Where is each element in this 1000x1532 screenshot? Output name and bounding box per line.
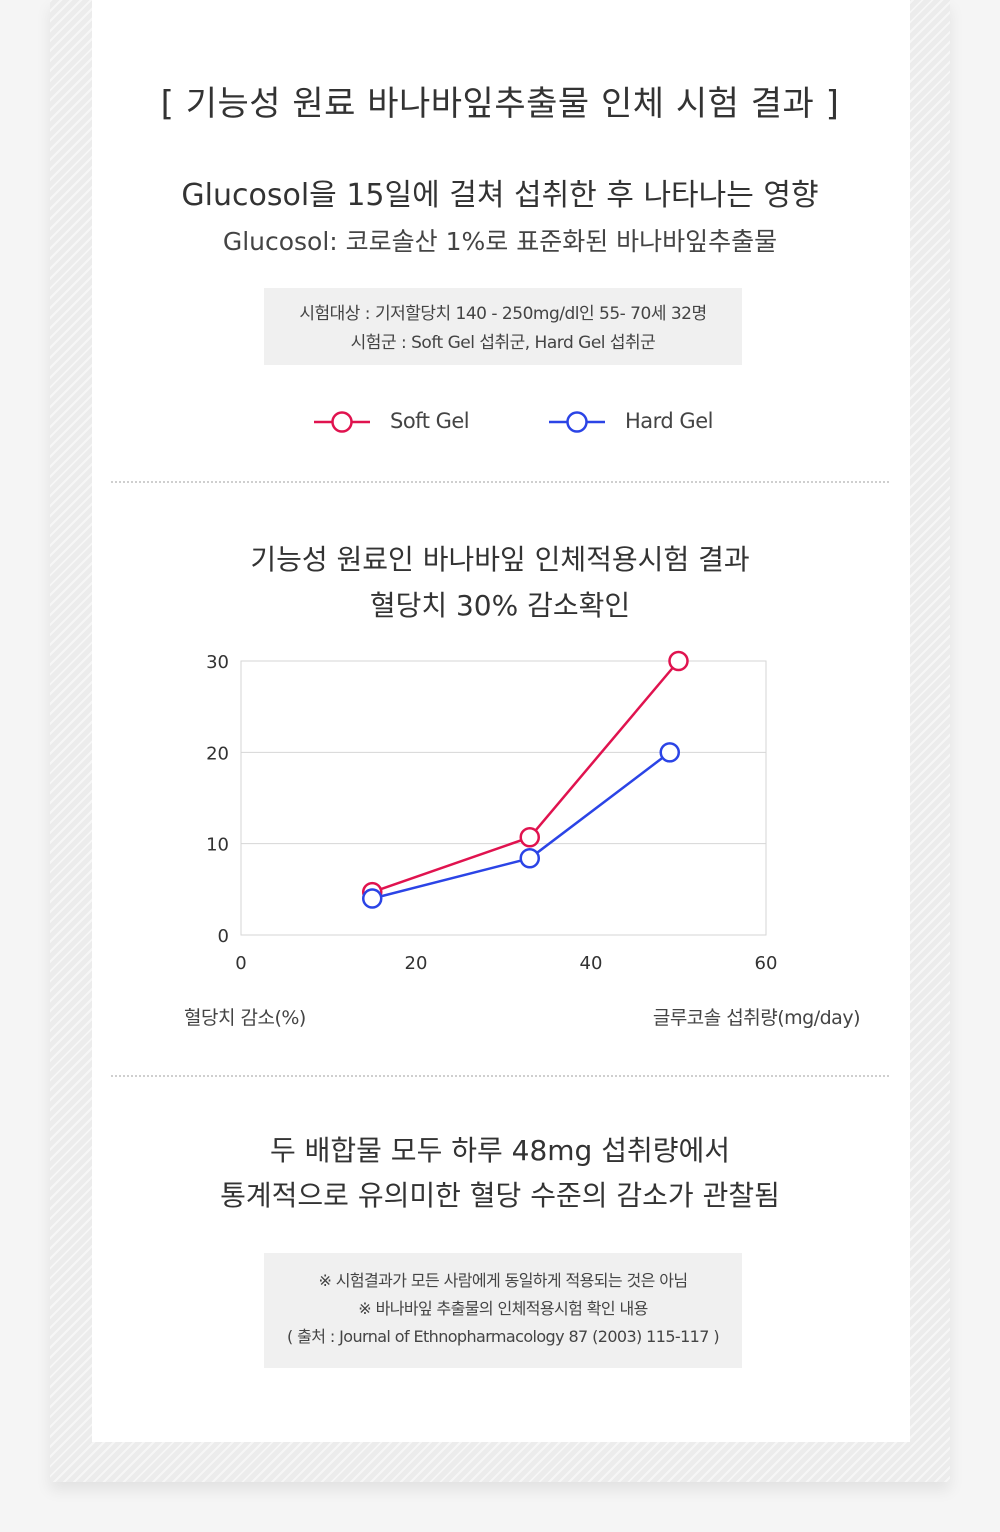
study-definition: Glucosol: 코로솔산 1%로 표준화된 바나바잎추출물 bbox=[222, 227, 778, 256]
y-tick-label: 30 bbox=[206, 652, 229, 673]
page-title: [ 기능성 원료 바나바잎추출물 인체 시험 결과 ] bbox=[160, 84, 840, 124]
chart-heading-line2: 혈당치 30% 감소확인 bbox=[369, 589, 631, 622]
notes-box: ※ 시험결과가 모든 사람에게 동일하게 적용되는 것은 아님 ※ 바나바잎 추… bbox=[264, 1253, 742, 1368]
x-tick-label: 60 bbox=[755, 953, 778, 974]
line-chart: 0 10 20 30 0 20 40 60 bbox=[206, 650, 778, 974]
y-tick-label: 0 bbox=[218, 926, 229, 947]
y-tick-label: 10 bbox=[206, 835, 229, 856]
note-disclaimer: ※ 시험결과가 모든 사람에게 동일하게 적용되는 것은 아님 bbox=[318, 1271, 689, 1290]
x-axis-label: 글루코솔 섭취량(mg/day) bbox=[652, 1007, 861, 1029]
data-point-hard-gel bbox=[519, 848, 540, 869]
conclusion: 두 배합물 모두 하루 48mg 섭취량에서 통계적으로 유의미한 혈당 수준의… bbox=[0, 1128, 1000, 1218]
study-subtitle: Glucosol을 15일에 걸쳐 섭취한 후 나타나는 영향 bbox=[181, 178, 819, 213]
x-tick-label: 40 bbox=[580, 953, 603, 974]
x-tick-label: 0 bbox=[235, 953, 246, 974]
divider-top bbox=[111, 481, 889, 483]
conclusion-line2: 통계적으로 유의미한 혈당 수준의 감소가 관찰됨 bbox=[220, 1179, 780, 1212]
study-subjects: 시험대상 : 기저할당치 140 - 250mg/dl인 55- 70세 32명 bbox=[299, 304, 707, 324]
legend-soft-gel-label: Soft Gel bbox=[390, 409, 470, 433]
study-info-box: 시험대상 : 기저할당치 140 - 250mg/dl인 55- 70세 32명… bbox=[264, 288, 742, 365]
content-card bbox=[92, 0, 910, 1442]
y-axis-label: 혈당치 감소(%) bbox=[184, 1007, 306, 1029]
plot-area bbox=[240, 660, 767, 936]
data-point-hard-gel bbox=[659, 742, 680, 763]
y-tick-label: 20 bbox=[206, 743, 229, 764]
conclusion-line1: 두 배합물 모두 하루 48mg 섭취량에서 bbox=[269, 1134, 731, 1167]
divider-bottom bbox=[111, 1075, 889, 1077]
study-groups: 시험군 : Soft Gel 섭취군, Hard Gel 섭취군 bbox=[350, 333, 656, 353]
data-point-soft-gel bbox=[519, 827, 540, 848]
x-tick-label: 20 bbox=[405, 953, 428, 974]
legend-hard-gel-marker bbox=[549, 411, 605, 433]
chart-heading-line1: 기능성 원료인 바나바잎 인체적용시험 결과 bbox=[250, 543, 750, 576]
legend-hard-gel-label: Hard Gel bbox=[625, 409, 713, 433]
data-point-soft-gel bbox=[668, 650, 689, 672]
note-source: ( 출처 : Journal of Ethnopharmacology 87 (… bbox=[287, 1327, 720, 1346]
note-content: ※ 바나바잎 추출물의 인체적용시험 확인 내용 bbox=[358, 1299, 648, 1318]
chart-heading: 기능성 원료인 바나바잎 인체적용시험 결과 혈당치 30% 감소확인 bbox=[0, 537, 1000, 629]
legend-soft-gel-marker bbox=[314, 411, 370, 433]
data-point-hard-gel bbox=[362, 888, 383, 909]
